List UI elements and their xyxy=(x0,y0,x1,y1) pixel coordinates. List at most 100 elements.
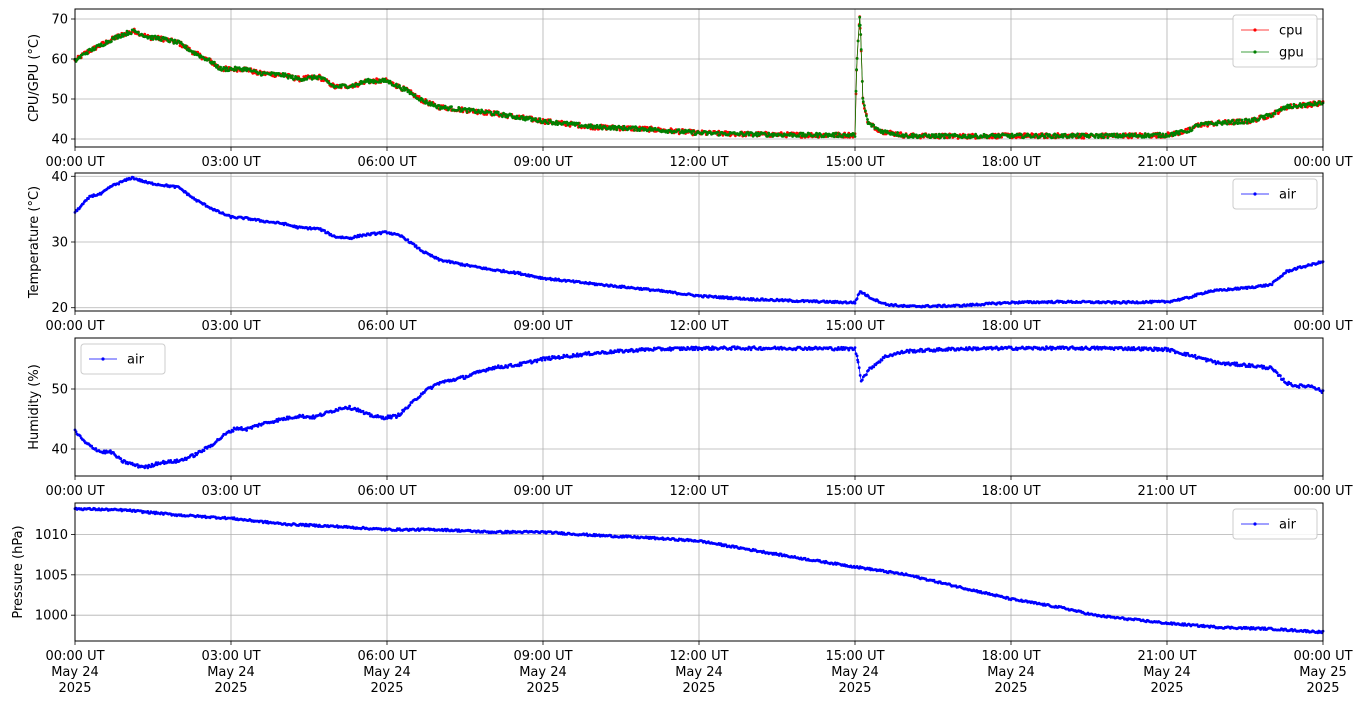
data-point xyxy=(1048,133,1051,136)
data-point xyxy=(1112,132,1116,136)
data-point xyxy=(899,131,903,135)
data-point xyxy=(219,65,223,69)
x-tick-label: 21:00 UT xyxy=(1137,484,1196,499)
data-point xyxy=(398,84,401,87)
x-tick-label: 06:00 UT xyxy=(357,484,416,499)
data-point xyxy=(424,101,427,105)
data-point xyxy=(245,69,249,73)
data-point xyxy=(110,40,113,43)
data-point xyxy=(568,125,572,128)
data-point xyxy=(692,129,696,133)
data-point xyxy=(577,121,580,125)
data-point xyxy=(408,403,412,407)
data-point xyxy=(1158,131,1162,135)
data-point xyxy=(872,123,876,127)
data-point xyxy=(853,301,857,305)
data-point xyxy=(832,135,836,139)
data-point xyxy=(633,128,636,132)
data-point xyxy=(858,374,862,377)
data-point xyxy=(225,66,229,70)
data-point xyxy=(269,73,272,77)
data-point xyxy=(151,38,155,41)
data-point xyxy=(938,136,942,140)
data-point xyxy=(856,360,860,364)
data-point xyxy=(1155,136,1158,139)
x-tick-label: 00:00 UT xyxy=(1293,319,1352,334)
data-point xyxy=(838,132,841,136)
data-point xyxy=(331,83,335,87)
data-point xyxy=(184,44,188,48)
data-point xyxy=(417,95,421,98)
data-point xyxy=(990,136,994,140)
data-point xyxy=(1093,136,1097,139)
data-point xyxy=(855,354,859,358)
data-point xyxy=(115,34,118,38)
data-point xyxy=(1273,112,1277,116)
legend: air xyxy=(80,343,166,375)
data-point xyxy=(1242,121,1246,125)
x-tick-label: 15:00 UT xyxy=(825,155,884,170)
data-point xyxy=(260,73,264,77)
data-point xyxy=(293,77,296,81)
data-point xyxy=(78,56,82,60)
data-point xyxy=(153,34,157,38)
data-point xyxy=(505,113,508,116)
y-tick-label: 40 xyxy=(51,443,68,458)
data-point xyxy=(430,101,434,105)
data-point xyxy=(518,117,522,121)
data-point xyxy=(1071,135,1074,139)
data-point xyxy=(407,89,411,92)
data-point xyxy=(366,77,370,81)
data-point xyxy=(600,127,604,131)
data-point xyxy=(435,106,439,110)
data-point xyxy=(372,81,375,85)
data-point xyxy=(878,360,882,364)
data-point xyxy=(168,40,172,44)
data-point xyxy=(853,135,857,138)
data-point xyxy=(1270,114,1274,118)
x-tick-label: 18:00 UT xyxy=(981,484,1040,499)
data-point xyxy=(1014,136,1018,140)
x-tick-label: 00:00 UT xyxy=(45,155,104,170)
data-point xyxy=(402,85,405,89)
data-point xyxy=(94,447,98,450)
data-point xyxy=(282,75,286,78)
data-point xyxy=(172,41,176,45)
data-point xyxy=(1043,136,1047,139)
data-point xyxy=(450,105,453,109)
data-point xyxy=(855,57,859,60)
data-point xyxy=(1190,128,1194,132)
data-point xyxy=(779,131,783,134)
data-point xyxy=(473,109,476,112)
data-point xyxy=(872,365,876,369)
data-point xyxy=(587,350,591,354)
data-point xyxy=(137,31,140,34)
data-point xyxy=(245,429,249,432)
data-point xyxy=(216,63,219,67)
x-tick-label: 03:00 UT xyxy=(201,319,260,334)
data-point xyxy=(853,346,857,349)
data-point xyxy=(859,48,863,51)
data-point xyxy=(855,297,859,301)
data-point xyxy=(1251,119,1255,123)
legend-label: air xyxy=(1279,188,1297,203)
data-point xyxy=(154,37,158,41)
data-point xyxy=(896,131,899,134)
data-point xyxy=(1051,136,1054,140)
data-point xyxy=(371,79,374,82)
data-point xyxy=(864,109,867,113)
data-point xyxy=(747,133,751,137)
y-tick-label: 70 xyxy=(51,13,68,28)
y-tick-label: 20 xyxy=(51,301,68,316)
data-point xyxy=(816,135,819,139)
data-point xyxy=(1178,132,1181,136)
data-point xyxy=(309,75,313,79)
data-point xyxy=(406,238,410,242)
data-point xyxy=(119,457,123,461)
x-tick-label: 12:00 UT xyxy=(669,155,728,170)
data-point xyxy=(1306,105,1309,109)
data-point xyxy=(181,43,185,47)
data-point xyxy=(240,426,243,429)
data-point xyxy=(943,136,946,140)
